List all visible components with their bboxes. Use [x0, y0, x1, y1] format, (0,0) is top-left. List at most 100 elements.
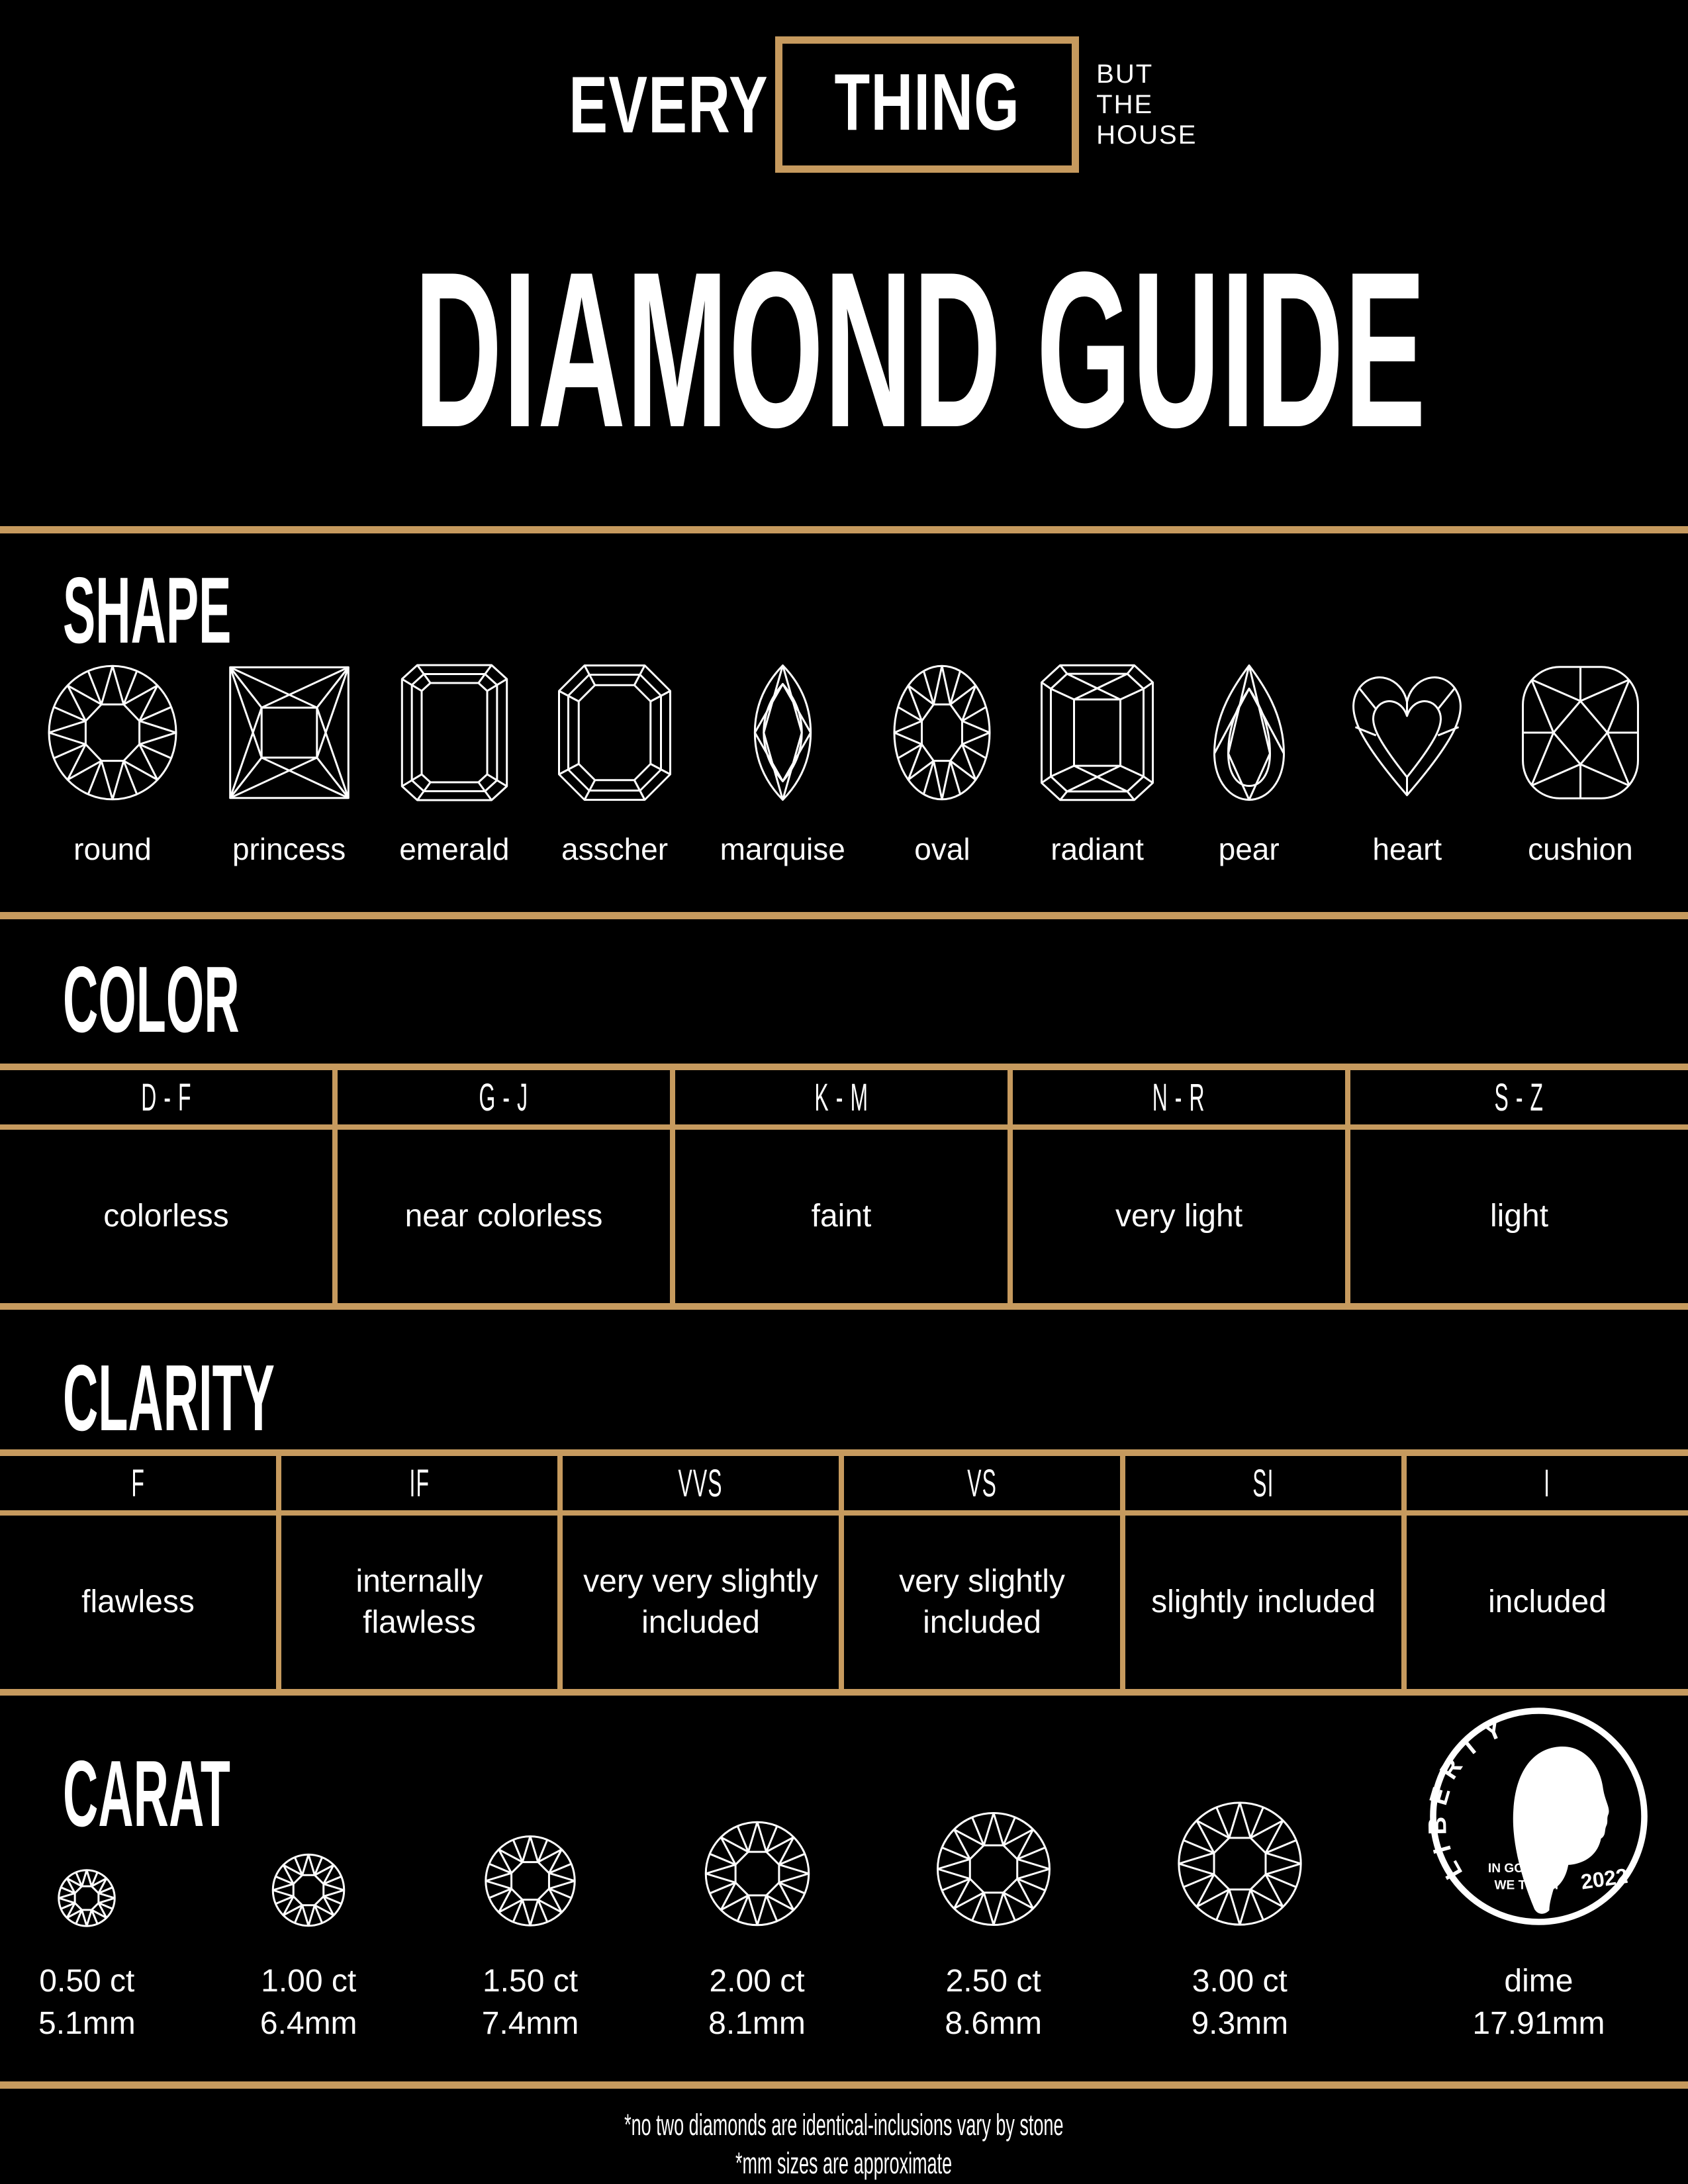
clarity-grade-cell: VS [844, 1456, 1125, 1516]
shape-item-marquise: marquise [720, 663, 845, 867]
color-table: D - F G - J K - M N - R S - Z colorless … [0, 1064, 1688, 1310]
color-desc-cell: near colorless [338, 1130, 675, 1303]
shape-item-radiant: radiant [1039, 663, 1155, 867]
dime-liberty-text: LIBERTY [1428, 1711, 1505, 1884]
color-grade-cell: D - F [0, 1070, 338, 1130]
color-body-row: colorless near colorless faint very ligh… [0, 1130, 1688, 1303]
clarity-desc-cell: included [1488, 1584, 1607, 1619]
carat-label: 1.00 ct 6.4mm [259, 1964, 357, 2041]
carat-heading: CARAT [63, 1741, 230, 1846]
logo-tagline: BUT THE HOUSE [1096, 60, 1197, 150]
shape-item-emerald: emerald [399, 663, 509, 867]
color-header-row: D - F G - J K - M N - R S - Z [0, 1070, 1688, 1130]
shape-item-heart: heart [1342, 663, 1472, 867]
cushion-shape-icon [1519, 663, 1642, 802]
princess-shape-icon [226, 663, 352, 802]
dime-icon: LIBERTY IN GOD WE TRUST 2022 [1428, 1707, 1648, 1925]
section-divider [0, 912, 1688, 919]
clarity-desc-cell: very slightly included [844, 1516, 1125, 1689]
color-heading: COLOR [63, 947, 240, 1052]
color-desc-cell: light [1489, 1199, 1549, 1234]
shape-item-round: round [46, 663, 179, 867]
clarity-grade-cell: F [0, 1456, 281, 1516]
carat-100-diamond-icon [271, 1853, 346, 1927]
shape-label: princess [232, 832, 346, 866]
carat-label: 2.50 ct 8.6mm [945, 1964, 1043, 2041]
emerald-shape-icon [400, 663, 509, 802]
page-title: DIAMOND GUIDE [414, 226, 1427, 473]
shape-label: cushion [1528, 832, 1633, 866]
round-shape-icon [46, 663, 179, 802]
carat-300-diamond-icon [1176, 1800, 1303, 1927]
color-desc-cell: faint [675, 1130, 1013, 1303]
carat-item-100: 1.00 ct 6.4mm [260, 1853, 357, 2045]
footer-note-1: *no two diamonds are identical-inclusion… [624, 2108, 1064, 2142]
color-desc-cell: very light [1013, 1130, 1350, 1303]
clarity-grade-cell: VVS [563, 1456, 844, 1516]
carat-item-dime: LIBERTY IN GOD WE TRUST 2022 dime 17.91m… [1428, 1706, 1650, 2045]
clarity-desc-cell: slightly included [1125, 1516, 1407, 1689]
marquise-shape-icon [745, 663, 821, 802]
svg-text:LIBERTY: LIBERTY [1428, 1711, 1515, 1884]
shape-item-pear: pear [1203, 663, 1295, 867]
shape-label: oval [914, 832, 970, 866]
dime-motto-line1: IN GOD [1488, 1862, 1533, 1876]
clarity-table: F IF VVS VS SI I flawless internally fla… [0, 1449, 1688, 1696]
clarity-grade-cell: SI [1125, 1456, 1407, 1516]
pear-shape-icon [1203, 663, 1295, 802]
carat-item-250: 2.50 ct 8.6mm [935, 1811, 1052, 2045]
carat-item-150: 1.50 ct 7.4mm [482, 1835, 579, 2045]
shape-item-cushion: cushion [1519, 663, 1642, 867]
shape-label: emerald [399, 832, 510, 866]
radiant-shape-icon [1039, 663, 1155, 802]
footer-note-2: *mm sizes are approximate [735, 2146, 953, 2180]
carat-label: 3.00 ct 9.3mm [1191, 1964, 1289, 2041]
color-grade-cell: N - R [1013, 1070, 1350, 1130]
color-grade-cell: K - M [675, 1070, 1013, 1130]
shape-item-princess: princess [226, 663, 352, 867]
color-grade-cell: G - J [338, 1070, 675, 1130]
section-divider [0, 526, 1688, 533]
color-grade-cell: S - Z [1350, 1070, 1688, 1130]
shape-row: round princess emerald [46, 663, 1642, 867]
asscher-shape-icon [557, 663, 673, 802]
logo-every-text: EVERY [568, 60, 769, 150]
clarity-desc-cell: internally flawless [281, 1516, 563, 1689]
clarity-grade-cell: I [1407, 1456, 1688, 1516]
clarity-desc-cell: flawless [0, 1516, 281, 1689]
clarity-grade-cell: IF [281, 1456, 563, 1516]
footer-divider [0, 2081, 1688, 2089]
carat-250-diamond-icon [935, 1811, 1052, 1927]
carat-row: 0.50 ct 5.1mm 1.00 ct 6.4mm 1.50 ct 7.4m… [38, 1707, 1650, 2045]
carat-label: dime 17.91mm [1472, 1964, 1605, 2041]
carat-label: 1.50 ct 7.4mm [481, 1964, 579, 2041]
footer-notes: *no two diamonds are identical-inclusion… [0, 2106, 1688, 2183]
color-desc-cell: colorless [0, 1130, 338, 1303]
shape-label: radiant [1051, 832, 1144, 866]
carat-label: 0.50 ct 5.1mm [38, 1964, 136, 2041]
heart-shape-icon [1342, 663, 1472, 802]
shape-label: pear [1218, 832, 1280, 866]
carat-050-diamond-icon [58, 1869, 116, 1927]
shape-label: asscher [561, 832, 669, 866]
shape-item-oval: oval [892, 663, 992, 867]
dime-year-text: 2022 [1579, 1864, 1629, 1894]
clarity-heading: CLARITY [63, 1345, 275, 1451]
carat-item-200: 2.00 ct 8.1mm [704, 1820, 811, 2045]
carat-item-300: 3.00 ct 9.3mm [1176, 1800, 1303, 2045]
carat-label: 2.00 ct 8.1mm [708, 1964, 806, 2041]
clarity-body-row: flawless internally flawless very very s… [0, 1516, 1688, 1689]
carat-150-diamond-icon [484, 1835, 577, 1927]
shape-label: round [73, 832, 152, 866]
shape-heading: SHAPE [63, 558, 232, 663]
carat-item-050: 0.50 ct 5.1mm [38, 1869, 136, 2045]
logo-thing-box: THING [774, 36, 1080, 173]
ebth-logo: EVERY THING BUT THE HOUSE [0, 36, 1688, 173]
shape-label: heart [1372, 832, 1442, 866]
clarity-desc-cell: very very slightly included [563, 1516, 844, 1689]
logo-thing-text: THING [834, 57, 1020, 147]
oval-shape-icon [892, 663, 992, 802]
carat-200-diamond-icon [704, 1820, 811, 1927]
shape-item-asscher: asscher [557, 663, 673, 867]
